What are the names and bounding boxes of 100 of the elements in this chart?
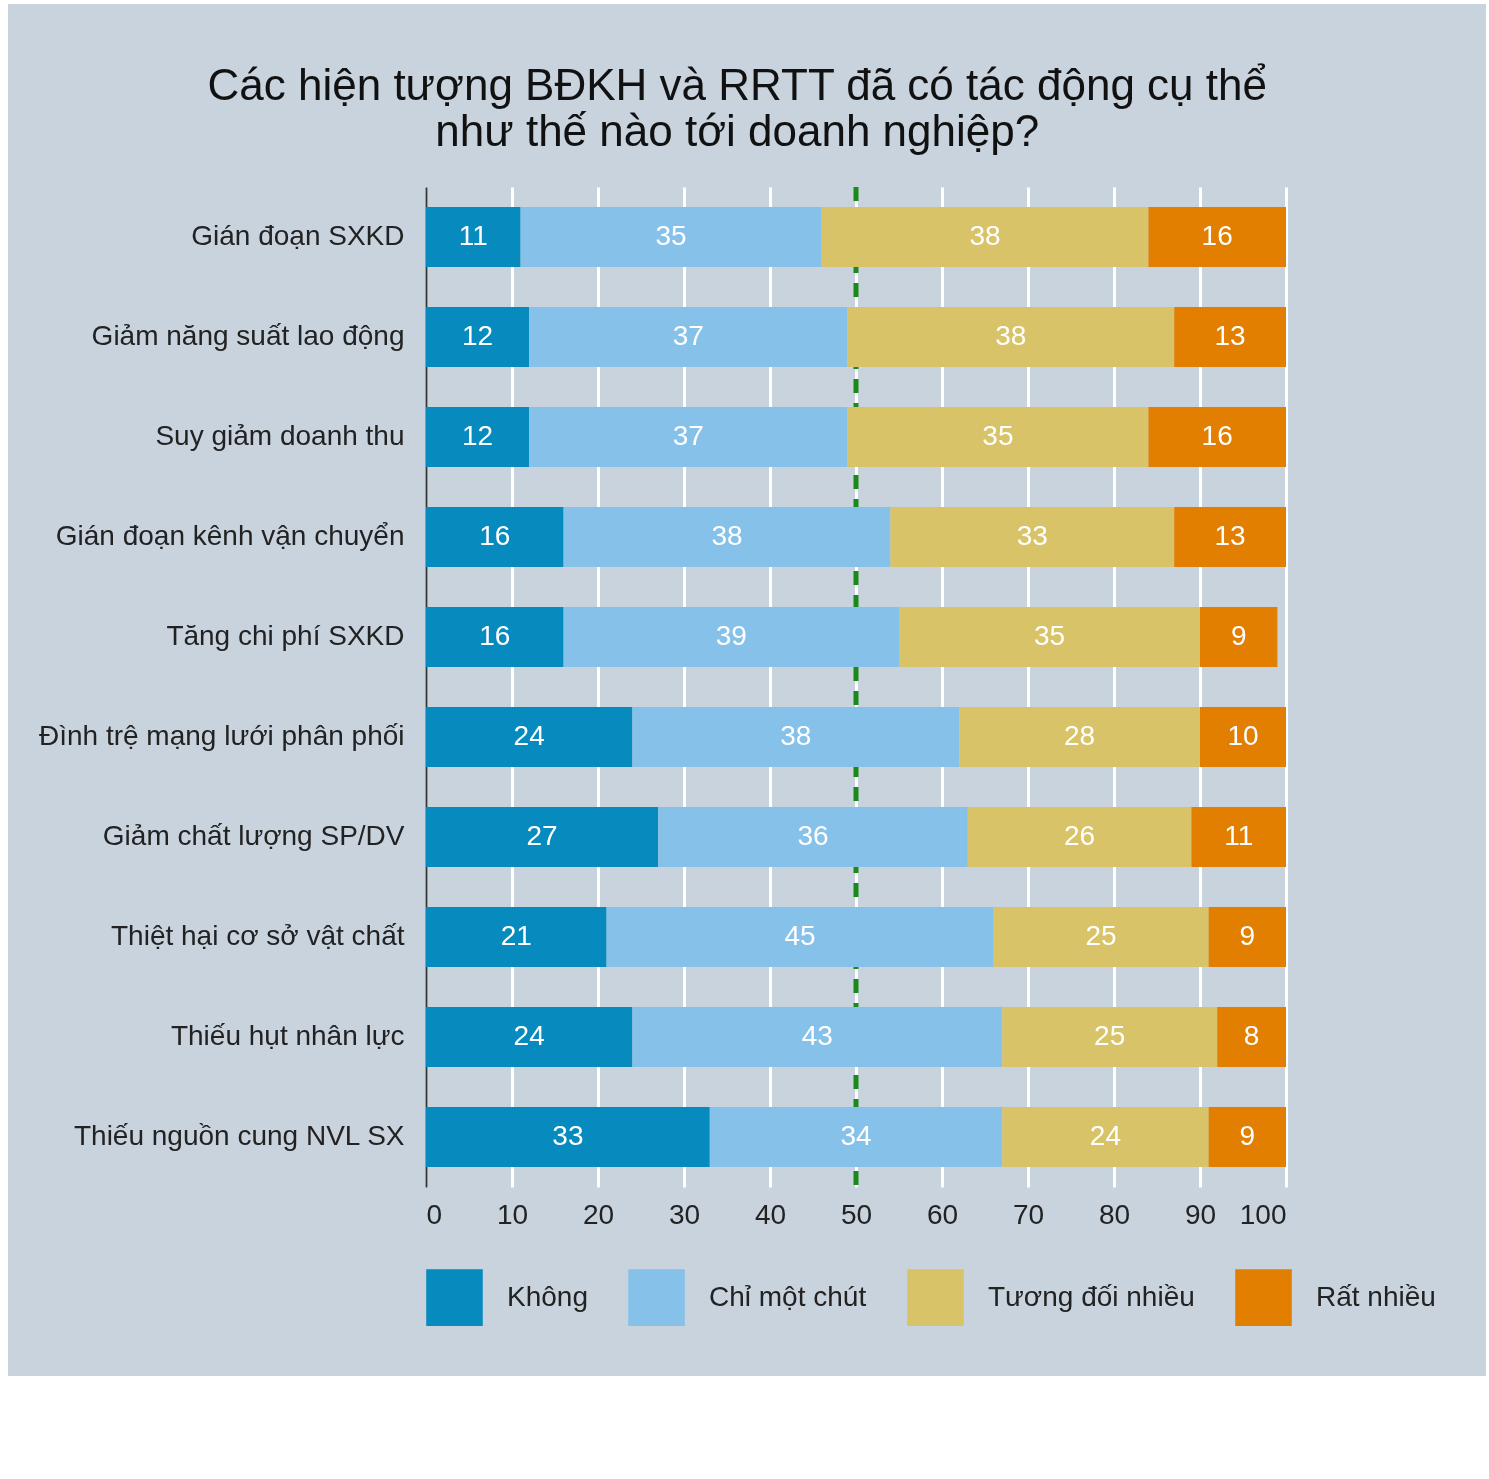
- data-label: 37: [672, 420, 704, 451]
- bar: [658, 807, 968, 867]
- x-tick-label: 40: [754, 1198, 787, 1230]
- y-tick-label: Suy giảm doanh thu: [155, 420, 405, 451]
- bar: [1191, 807, 1286, 867]
- bar: [520, 207, 822, 267]
- data-label: 12: [462, 320, 494, 351]
- legend-label: Tương đối nhiều: [988, 1280, 1195, 1312]
- data-label: 35: [982, 420, 1014, 451]
- bar: [426, 907, 607, 967]
- data-label: 45: [784, 920, 816, 951]
- x-tick-label: 10: [496, 1198, 529, 1230]
- bar: [899, 607, 1200, 667]
- y-tick-label: Gián đoạn kênh vận chuyển: [55, 520, 405, 551]
- bar: [1200, 707, 1286, 767]
- bar: [1148, 407, 1286, 467]
- y-tick-label: Giảm chất lượng SP/DV: [102, 820, 405, 851]
- data-label: 39: [715, 620, 747, 651]
- bar: [967, 807, 1192, 867]
- bar: [632, 707, 960, 767]
- bar: [1174, 307, 1286, 367]
- data-label: 24: [513, 1020, 545, 1051]
- x-tick-label: 60: [926, 1198, 959, 1230]
- legend-label: Không: [507, 1280, 588, 1312]
- bar: [563, 607, 899, 667]
- bar: [632, 1007, 1003, 1067]
- bar: [1217, 1007, 1286, 1067]
- data-label: 33: [1016, 520, 1048, 551]
- data-label: 16: [479, 620, 511, 651]
- data-label: 27: [526, 820, 558, 851]
- data-label: 28: [1064, 720, 1096, 751]
- x-tick-label: 90: [1184, 1198, 1217, 1230]
- bar: [426, 607, 564, 667]
- data-label: 25: [1085, 920, 1117, 951]
- bar: [426, 807, 659, 867]
- data-label: 38: [780, 720, 812, 751]
- legend-label: Chỉ một chút: [709, 1280, 867, 1312]
- data-label: 9: [1239, 920, 1256, 951]
- bar: [847, 307, 1175, 367]
- data-label: 21: [500, 920, 532, 951]
- data-label: 37: [672, 320, 704, 351]
- data-label: 16: [1201, 420, 1233, 451]
- bar: [993, 907, 1209, 967]
- data-label: 33: [552, 1120, 584, 1151]
- x-tick-label: 50: [840, 1198, 873, 1230]
- bar: [529, 407, 848, 467]
- x-tick-label: 100: [1239, 1198, 1287, 1230]
- data-label: 43: [801, 1020, 833, 1051]
- bar: [529, 307, 848, 367]
- bar: [606, 907, 994, 967]
- data-label: 24: [513, 720, 545, 751]
- data-label: 10: [1227, 720, 1259, 751]
- y-tick-label: Đình trệ mạng lưới phân phối: [38, 720, 405, 751]
- data-label: 25: [1094, 1020, 1126, 1051]
- chart-title: Các hiện tượng BĐKH và RRTT đã có tác động cụ thể như thế nào tới doanh nghiệp?: [207, 59, 1267, 155]
- legend-label: Rất nhiều: [1316, 1280, 1436, 1312]
- data-label: 12: [462, 420, 494, 451]
- bar: [1002, 1107, 1209, 1167]
- x-tick-label: 0: [426, 1198, 443, 1230]
- x-tick-label: 70: [1012, 1198, 1045, 1230]
- x-tick-label: 20: [582, 1198, 615, 1230]
- bar: [1200, 607, 1278, 667]
- bar: [821, 207, 1149, 267]
- data-label: 26: [1064, 820, 1096, 851]
- y-tick-label: Thiệt hại cơ sở vật chất: [110, 920, 405, 951]
- bar: [890, 507, 1175, 567]
- data-label: 11: [1224, 820, 1254, 851]
- data-label: 13: [1214, 520, 1246, 551]
- bar: [426, 1107, 710, 1167]
- y-tick-label: Thiếu hụt nhân lực: [170, 1020, 405, 1051]
- bar: [709, 1107, 1003, 1167]
- y-tick-label: Gián đoạn SXKD: [191, 220, 405, 251]
- bar: [1002, 1007, 1218, 1067]
- data-label: 38: [711, 520, 743, 551]
- bar: [1208, 1107, 1286, 1167]
- data-label: 9: [1239, 1120, 1256, 1151]
- data-label: 9: [1230, 620, 1247, 651]
- y-tick-label: Thiếu nguồn cung NVL SX: [73, 1120, 405, 1151]
- bar: [1148, 207, 1286, 267]
- bar: [1174, 507, 1286, 567]
- data-label: 35: [655, 220, 687, 251]
- y-tick-label: Tăng chi phí SXKD: [166, 620, 405, 651]
- bar: [959, 707, 1200, 767]
- data-label: 38: [969, 220, 1001, 251]
- data-label: 34: [840, 1120, 872, 1151]
- x-tick-label: 30: [668, 1198, 701, 1230]
- bar: [426, 407, 530, 467]
- data-label: 36: [797, 820, 829, 851]
- data-label: 16: [1201, 220, 1233, 251]
- bar: [563, 507, 891, 567]
- bar: [426, 307, 530, 367]
- bar: [847, 407, 1149, 467]
- bar: [426, 507, 564, 567]
- data-label: 38: [995, 320, 1027, 351]
- data-label: 11: [458, 220, 488, 251]
- bar: [1208, 907, 1286, 967]
- x-tick-label: 80: [1098, 1198, 1131, 1230]
- bar: [426, 1007, 633, 1067]
- bar: [426, 707, 633, 767]
- data-label: 35: [1033, 620, 1066, 651]
